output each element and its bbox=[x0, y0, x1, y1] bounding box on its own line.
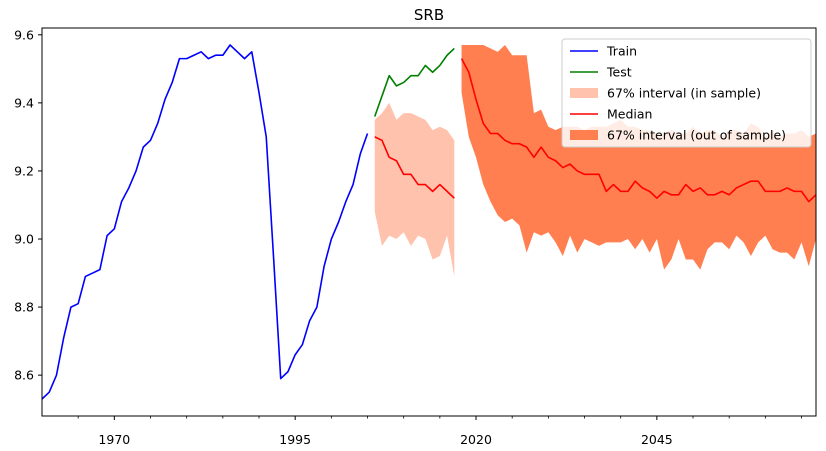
legend-label-67-interval-in-sample: 67% interval (in sample) bbox=[607, 86, 761, 101]
y-tick-label: 8.8 bbox=[14, 300, 34, 315]
legend-label-67-interval-out-of-sample: 67% interval (out of sample) bbox=[607, 128, 786, 143]
x-tick-label: 2045 bbox=[641, 432, 673, 447]
y-tick-label: 9.6 bbox=[14, 27, 34, 42]
band-in-sample bbox=[374, 102, 455, 277]
y-tick-label: 8.6 bbox=[14, 368, 34, 383]
plot-frame bbox=[41, 27, 817, 417]
x-tick-label: 2020 bbox=[460, 432, 492, 447]
legend-label-train: Train bbox=[606, 44, 637, 59]
y-tick-label: 9.2 bbox=[14, 163, 34, 178]
series-train-line bbox=[41, 44, 369, 400]
y-tick-label: 9.0 bbox=[14, 232, 34, 247]
axes-layer: 8.6 8.8 9.0 9.2 9.4 9.6 1970 1995 2020 2045 bbox=[14, 27, 817, 447]
bands-layer bbox=[374, 45, 816, 277]
band-out-of-sample bbox=[461, 45, 816, 270]
legend-label-median: Median bbox=[607, 107, 652, 122]
x-tick-label: 1995 bbox=[279, 432, 311, 447]
legend-box bbox=[561, 38, 812, 148]
x-tick-label: 1970 bbox=[98, 432, 130, 447]
lines-layer bbox=[41, 44, 817, 400]
legend-swatch-67-interval-out-of-sample bbox=[570, 130, 598, 140]
legend-label-test: Test bbox=[606, 65, 632, 80]
legend-swatch-67-interval-in-sample bbox=[570, 88, 598, 98]
series-median-line-2 bbox=[460, 58, 817, 203]
series-median-line-1 bbox=[374, 136, 455, 199]
legend: Train Test 67% interval (in sample) Median 6… bbox=[561, 38, 812, 148]
series-test-line bbox=[373, 47, 455, 117]
chart-title: SRB bbox=[414, 6, 444, 24]
y-tick-label: 9.4 bbox=[14, 95, 34, 110]
